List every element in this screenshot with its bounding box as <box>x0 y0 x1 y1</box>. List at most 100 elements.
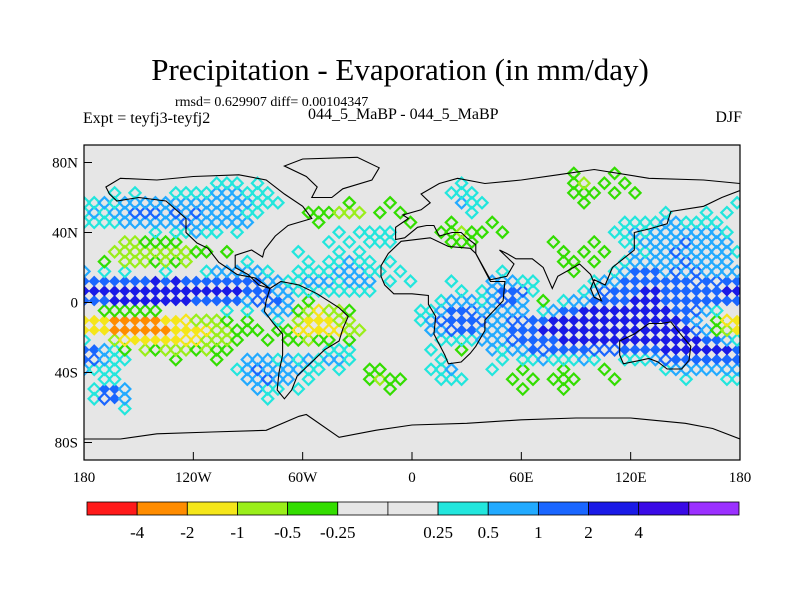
field-cell <box>219 205 235 220</box>
field-cell <box>609 334 621 346</box>
field-cell <box>240 362 255 377</box>
field-cell <box>178 313 194 328</box>
field-cell <box>393 372 408 387</box>
field-cell <box>301 264 316 279</box>
field-cell <box>627 234 643 250</box>
field-cell <box>619 304 631 317</box>
field-cell <box>331 352 347 367</box>
field-cell <box>709 274 724 289</box>
coastline-antarctica <box>84 413 740 460</box>
field-cell <box>619 334 631 346</box>
field-cell <box>129 275 141 287</box>
field-cell <box>97 362 112 377</box>
field-cell <box>649 344 661 356</box>
coastline-north-america <box>105 174 313 290</box>
y-tick-label: 40N <box>52 226 78 242</box>
field-cell <box>211 275 223 287</box>
field-cell <box>240 205 255 220</box>
field-cell <box>485 274 500 289</box>
field-cell <box>199 225 214 240</box>
field-cell <box>454 185 469 201</box>
field-cell <box>507 295 519 307</box>
field-cell <box>382 274 398 289</box>
field-cell <box>107 342 122 357</box>
coastline-africa <box>380 237 506 365</box>
field-cell <box>515 352 530 367</box>
field-cell <box>474 195 490 210</box>
field-cell <box>372 225 388 240</box>
field-cell <box>331 244 347 259</box>
field-cell <box>598 314 610 326</box>
field-cell <box>658 225 673 240</box>
field-cell <box>270 323 286 338</box>
field-cell <box>199 205 214 220</box>
field-cell <box>168 234 183 250</box>
field-cell <box>566 293 581 308</box>
field-cell <box>680 314 692 326</box>
field-cell <box>382 225 398 240</box>
field-cell <box>209 332 224 348</box>
field-cell <box>180 275 192 287</box>
field-cell <box>260 372 275 387</box>
field-cell <box>250 205 265 220</box>
field-cell <box>321 332 337 348</box>
field-cell <box>260 293 275 308</box>
field-cell <box>280 352 296 367</box>
field-cell <box>648 254 663 269</box>
field-cell <box>321 254 337 269</box>
field-cell <box>270 274 286 289</box>
field-cell <box>362 234 377 250</box>
field-cell <box>454 195 469 210</box>
field-cell <box>505 342 520 357</box>
field-cell <box>84 362 92 377</box>
field-cell <box>658 244 673 259</box>
field-cell <box>372 234 388 250</box>
field-cell <box>170 285 182 297</box>
colorbar-swatch <box>86 501 138 516</box>
field-cell <box>658 254 673 269</box>
field-cell <box>160 285 172 297</box>
field-cell <box>547 314 559 326</box>
field-cell <box>97 342 112 357</box>
field-cell <box>587 185 602 201</box>
field-cell <box>711 334 723 346</box>
field-cell <box>291 244 306 259</box>
x-tick-label: 120W <box>175 470 213 486</box>
field-cell <box>291 313 306 328</box>
field-cell <box>658 234 673 250</box>
field-cell <box>456 324 468 336</box>
field-cell <box>291 264 306 279</box>
field-cell <box>485 332 500 348</box>
field-cell <box>638 254 653 269</box>
field-cell <box>719 225 735 240</box>
field-cell <box>576 352 592 367</box>
field-cell <box>444 332 459 348</box>
field-cell <box>352 225 367 240</box>
field-cell <box>189 244 204 259</box>
field-cell <box>331 362 347 377</box>
field-cell <box>729 372 740 387</box>
field-cell <box>719 362 735 377</box>
field-cell <box>619 314 631 326</box>
field-cell <box>598 334 610 346</box>
field-cell <box>117 254 132 269</box>
field-cell <box>88 314 100 326</box>
field-cell <box>291 274 306 289</box>
field-cell <box>670 324 682 336</box>
field-cell <box>240 323 255 338</box>
field-cell <box>607 185 622 201</box>
field-cell <box>464 332 479 348</box>
field-cell <box>670 314 682 326</box>
field-cell <box>709 225 724 240</box>
field-cell <box>464 185 479 201</box>
field-cell <box>250 372 265 387</box>
field-cell <box>648 225 663 240</box>
field-cell <box>170 275 182 287</box>
field-cell <box>527 334 539 346</box>
field-cell <box>209 225 224 240</box>
field-cell <box>323 314 335 326</box>
field-cell <box>505 303 520 318</box>
field-cell <box>362 274 377 289</box>
field-cell <box>649 314 661 326</box>
field-cell <box>709 313 724 328</box>
